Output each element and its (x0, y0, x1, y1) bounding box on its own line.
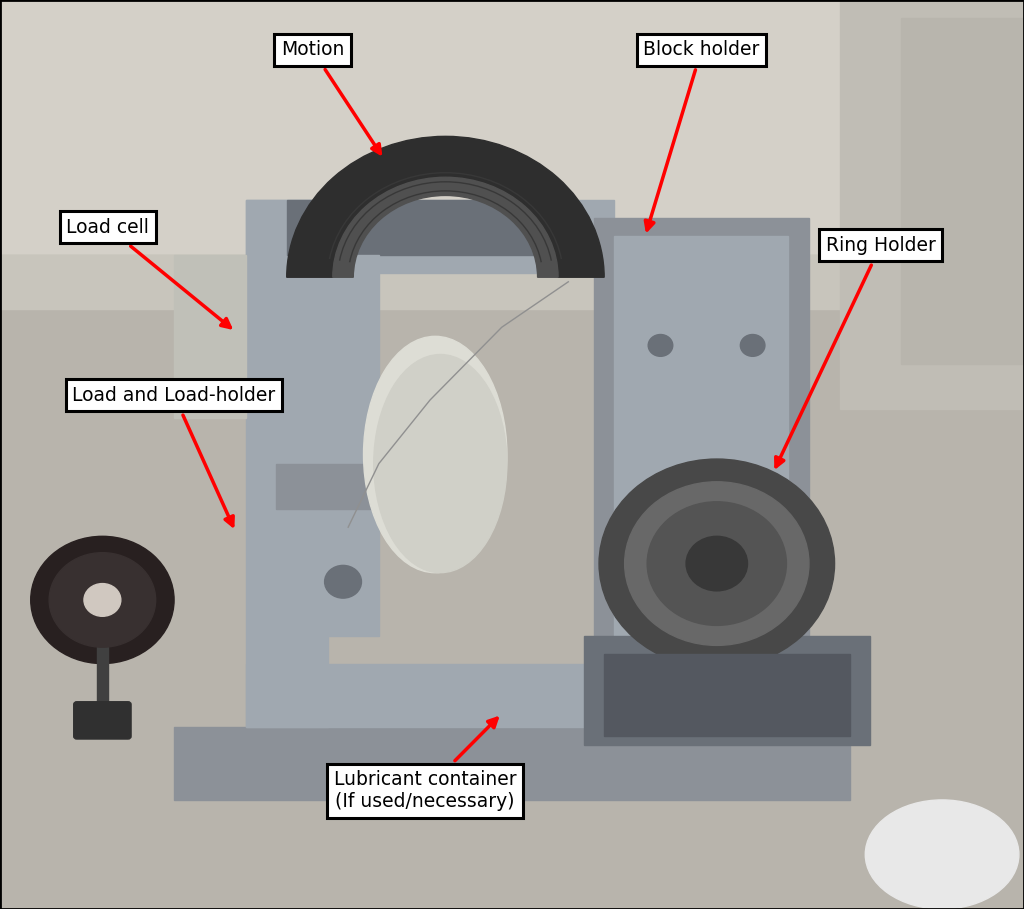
Circle shape (686, 536, 748, 591)
Bar (604, 654, 850, 736)
Text: Lubricant container
(If used/necessary): Lubricant container (If used/necessary) (334, 718, 516, 812)
Bar (97, 600, 108, 709)
Bar (0, 255, 1024, 909)
Ellipse shape (374, 355, 507, 573)
Circle shape (648, 335, 673, 356)
Circle shape (740, 335, 765, 356)
Wedge shape (287, 136, 604, 277)
Bar (287, 200, 573, 255)
Bar (174, 255, 246, 418)
Bar (840, 0, 1024, 409)
Circle shape (84, 584, 121, 616)
Circle shape (648, 489, 673, 511)
Circle shape (325, 565, 361, 598)
Bar (0, 255, 1024, 309)
Bar (901, 18, 1024, 364)
Circle shape (599, 459, 835, 668)
Bar (246, 200, 328, 727)
Bar (246, 664, 614, 727)
Bar (0, 0, 1024, 255)
Bar (174, 727, 850, 800)
Text: Ring Holder: Ring Holder (776, 236, 936, 466)
Circle shape (625, 482, 809, 645)
Circle shape (647, 502, 786, 625)
Bar (594, 218, 809, 654)
Bar (276, 464, 379, 509)
Text: Motion: Motion (281, 41, 380, 154)
Circle shape (49, 553, 156, 647)
Text: Load cell: Load cell (67, 218, 230, 327)
FancyBboxPatch shape (74, 702, 131, 739)
Text: Block holder: Block holder (643, 41, 760, 230)
Circle shape (31, 536, 174, 664)
Bar (246, 200, 614, 273)
Circle shape (740, 489, 765, 511)
Ellipse shape (865, 800, 1019, 909)
Bar (307, 255, 379, 636)
Bar (584, 636, 870, 745)
Bar (614, 236, 788, 636)
Wedge shape (333, 177, 558, 277)
Ellipse shape (364, 336, 507, 573)
Text: Load and Load-holder: Load and Load-holder (73, 386, 275, 525)
